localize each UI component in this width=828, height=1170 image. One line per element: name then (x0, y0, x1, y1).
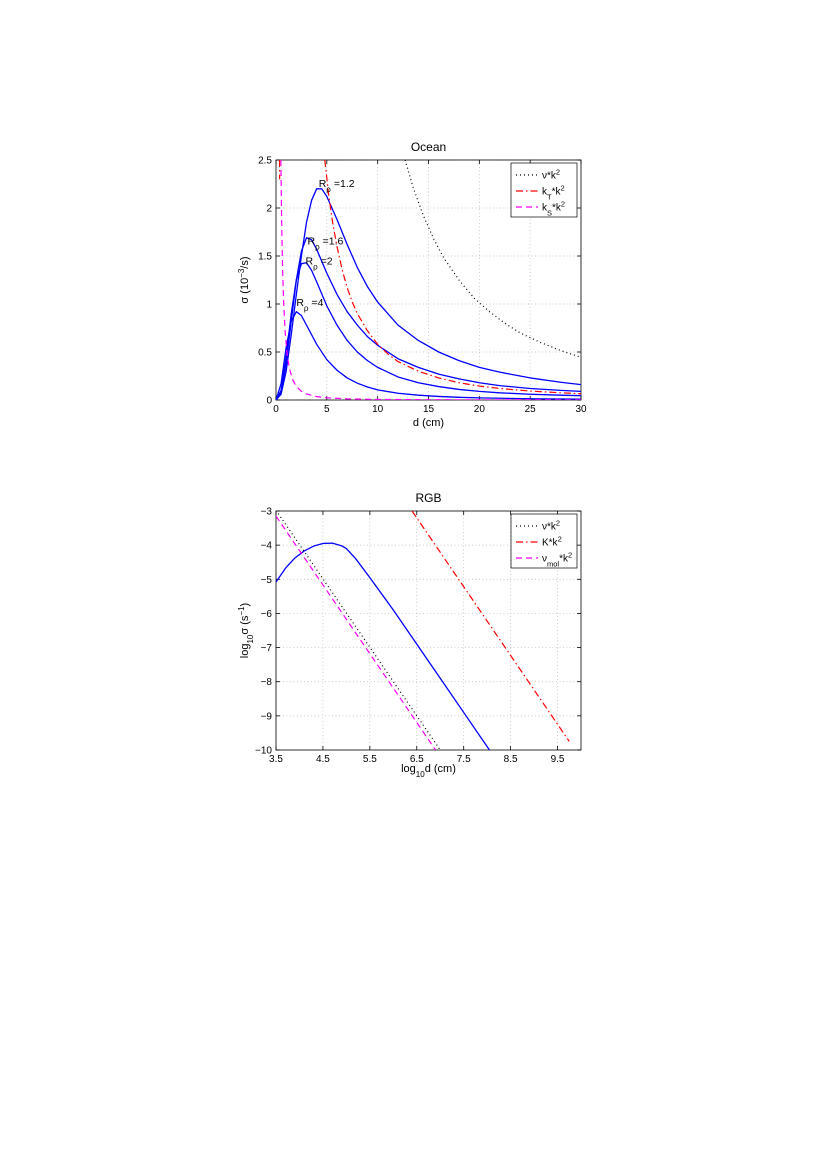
rgb-chart: 3.5 4.5 5.5 6.5 7.5 8.5 9.5 −10 −9 −8 −7 −6 −5 −4 −3 RG… (237, 491, 582, 779)
x-tick-label: 5.5 (363, 754, 377, 765)
y-tick-label: −7 (261, 643, 273, 654)
x-tick-label: 7.5 (457, 754, 471, 765)
x-tick-label: 0 (273, 404, 279, 415)
legend-box (510, 162, 578, 218)
y-tick-label: 2.5 (258, 156, 272, 167)
x-tick-label: 10 (372, 404, 384, 415)
series-line (276, 542, 491, 750)
series-line (276, 188, 581, 400)
series-line (411, 511, 570, 742)
chart-title: Ocean (411, 140, 446, 154)
legend-label: νmol*k2 (542, 550, 572, 568)
legend-box (510, 513, 578, 569)
series-line (404, 160, 581, 358)
legend-label: ν*k2 (542, 518, 560, 533)
x-axis-label: d (cm) (413, 417, 444, 429)
x-tick-label: 8.5 (504, 754, 518, 765)
series-line (276, 311, 581, 400)
x-tick-label: 30 (575, 404, 587, 415)
series-line (276, 262, 581, 400)
x-tick-label: 4.5 (316, 754, 330, 765)
curve-label: Rρ =1.6 (308, 235, 344, 251)
series-line (324, 160, 581, 395)
y-tick-label: −4 (261, 541, 273, 552)
y-tick-label: 1 (266, 300, 272, 311)
ocean-chart: 0 5 10 15 20 25 30 0 0.5 1 1.5 2 2.5 Ocean d (cm) σ (10… (237, 140, 587, 429)
x-tick-label: 20 (474, 404, 486, 415)
y-axis-label: σ (10−3/s) (237, 256, 252, 303)
y-tick-label: −9 (261, 711, 273, 722)
y-tick-label: 0 (266, 396, 272, 407)
y-tick-label: 1.5 (258, 252, 272, 263)
y-tick-label: 0.5 (258, 348, 272, 359)
curve-label: Rρ =1.2 (319, 178, 355, 194)
x-tick-label: 9.5 (551, 754, 565, 765)
x-tick-label: 15 (423, 404, 435, 415)
y-tick-label: −8 (261, 677, 273, 688)
legend-label: kT*k2 (542, 183, 565, 201)
series-line (280, 160, 581, 400)
x-axis-label: log10d (cm) (401, 763, 456, 779)
plot-frame (275, 510, 582, 751)
x-tick-label: 25 (525, 404, 537, 415)
legend-label: ν*k2 (542, 167, 560, 182)
curve-label: Rρ =4 (296, 297, 323, 313)
x-tick-label: 5 (324, 404, 330, 415)
y-axis-label: log10σ (s−1) (237, 603, 255, 658)
x-tick-label: 6.5 (410, 754, 424, 765)
legend-label: kS*k2 (542, 199, 565, 217)
chart-title: RGB (415, 491, 441, 505)
x-tick-label: 3.5 (269, 754, 283, 765)
series-line (276, 515, 437, 750)
curve-label: Rρ =2 (305, 256, 332, 272)
series-group (276, 511, 570, 750)
y-tick-label: −6 (261, 609, 273, 620)
y-tick-label: 2 (266, 204, 272, 215)
series-group (276, 160, 581, 400)
legend-label: K*k2 (542, 534, 562, 549)
y-tick-label: −3 (261, 507, 273, 518)
y-tick-label: −10 (255, 746, 272, 757)
series-line (276, 511, 441, 750)
y-tick-label: −5 (261, 575, 273, 586)
